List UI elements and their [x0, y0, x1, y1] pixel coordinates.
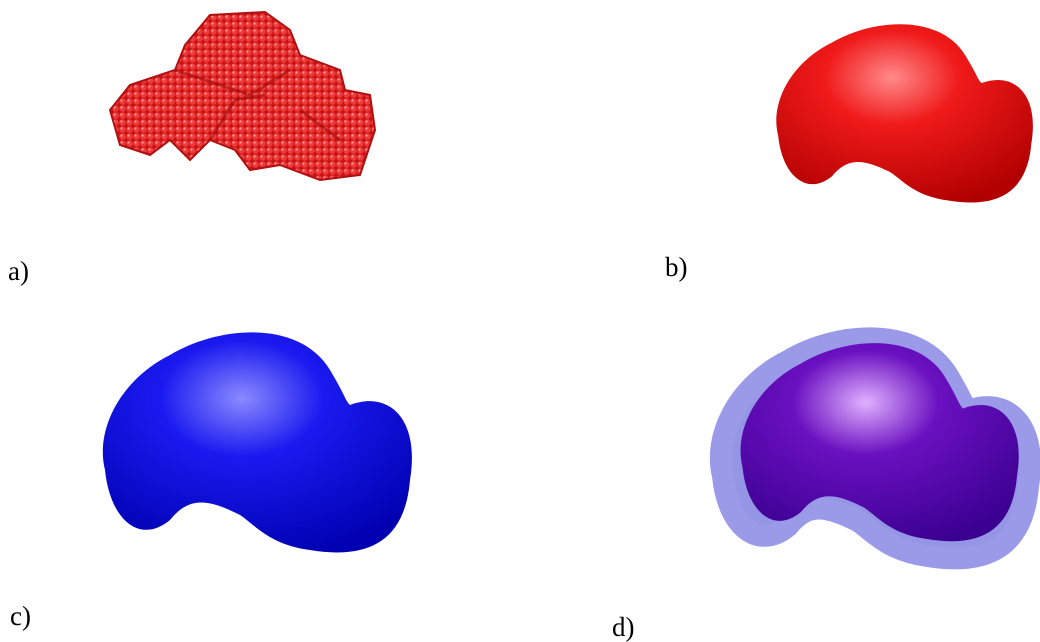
panel-label: a)	[8, 256, 29, 286]
red-surface	[776, 24, 1033, 202]
figure: a) b) c) d)	[0, 0, 1040, 642]
panel-label: d)	[612, 612, 635, 642]
voxel-model	[110, 12, 375, 180]
panel-label: c)	[10, 601, 31, 631]
panel-label: b)	[665, 252, 688, 282]
blue-surface	[103, 332, 412, 552]
